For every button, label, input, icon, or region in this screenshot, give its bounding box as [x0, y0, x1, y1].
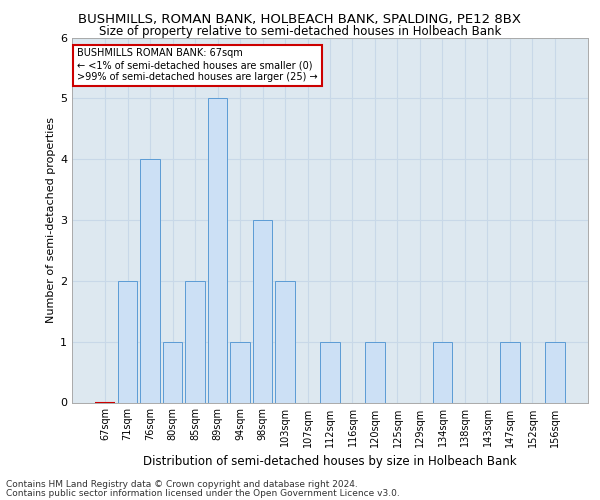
Bar [500, 342, 520, 402]
Bar [433, 342, 452, 402]
Bar [253, 220, 272, 402]
Text: Contains public sector information licensed under the Open Government Licence v3: Contains public sector information licen… [6, 488, 400, 498]
Bar [163, 342, 182, 402]
Text: BUSHMILLS, ROMAN BANK, HOLBEACH BANK, SPALDING, PE12 8BX: BUSHMILLS, ROMAN BANK, HOLBEACH BANK, SP… [79, 12, 521, 26]
Bar [545, 342, 565, 402]
X-axis label: Distribution of semi-detached houses by size in Holbeach Bank: Distribution of semi-detached houses by … [143, 455, 517, 468]
Bar [118, 281, 137, 402]
Bar [185, 281, 205, 402]
Bar [275, 281, 295, 402]
Bar [230, 342, 250, 402]
Bar [320, 342, 340, 402]
Text: BUSHMILLS ROMAN BANK: 67sqm
← <1% of semi-detached houses are smaller (0)
>99% o: BUSHMILLS ROMAN BANK: 67sqm ← <1% of sem… [77, 48, 318, 82]
Bar [365, 342, 385, 402]
Text: Contains HM Land Registry data © Crown copyright and database right 2024.: Contains HM Land Registry data © Crown c… [6, 480, 358, 489]
Bar [208, 98, 227, 403]
Y-axis label: Number of semi-detached properties: Number of semi-detached properties [46, 117, 56, 323]
Bar [140, 159, 160, 402]
Text: Size of property relative to semi-detached houses in Holbeach Bank: Size of property relative to semi-detach… [99, 25, 501, 38]
